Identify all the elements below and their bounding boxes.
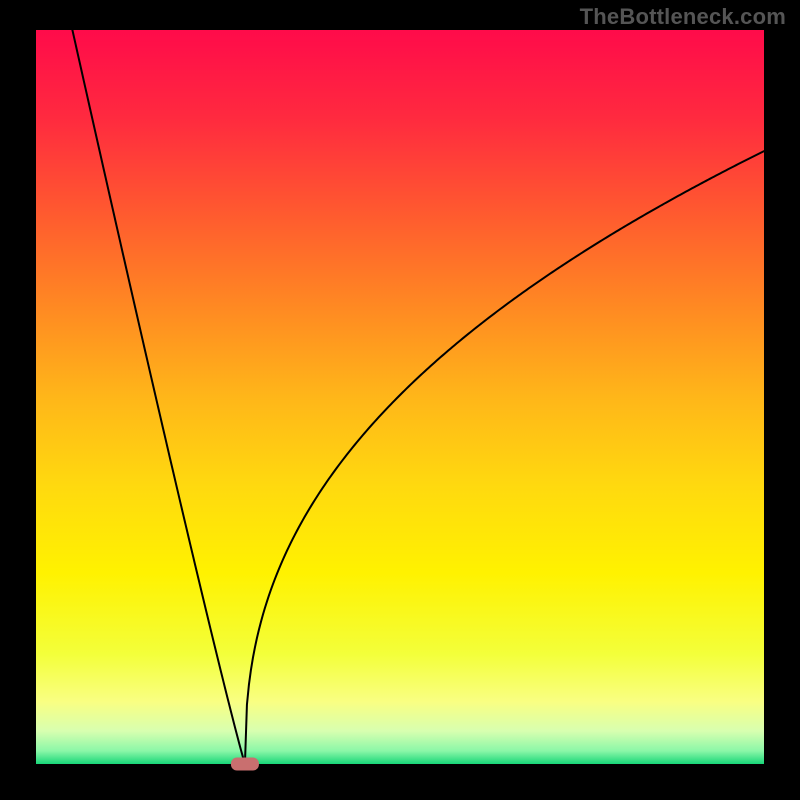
chart-container: TheBottleneck.com (0, 0, 800, 800)
plot-background (36, 30, 764, 764)
watermark-text: TheBottleneck.com (580, 4, 786, 30)
chart-svg (0, 0, 800, 800)
minimum-marker (231, 758, 259, 771)
